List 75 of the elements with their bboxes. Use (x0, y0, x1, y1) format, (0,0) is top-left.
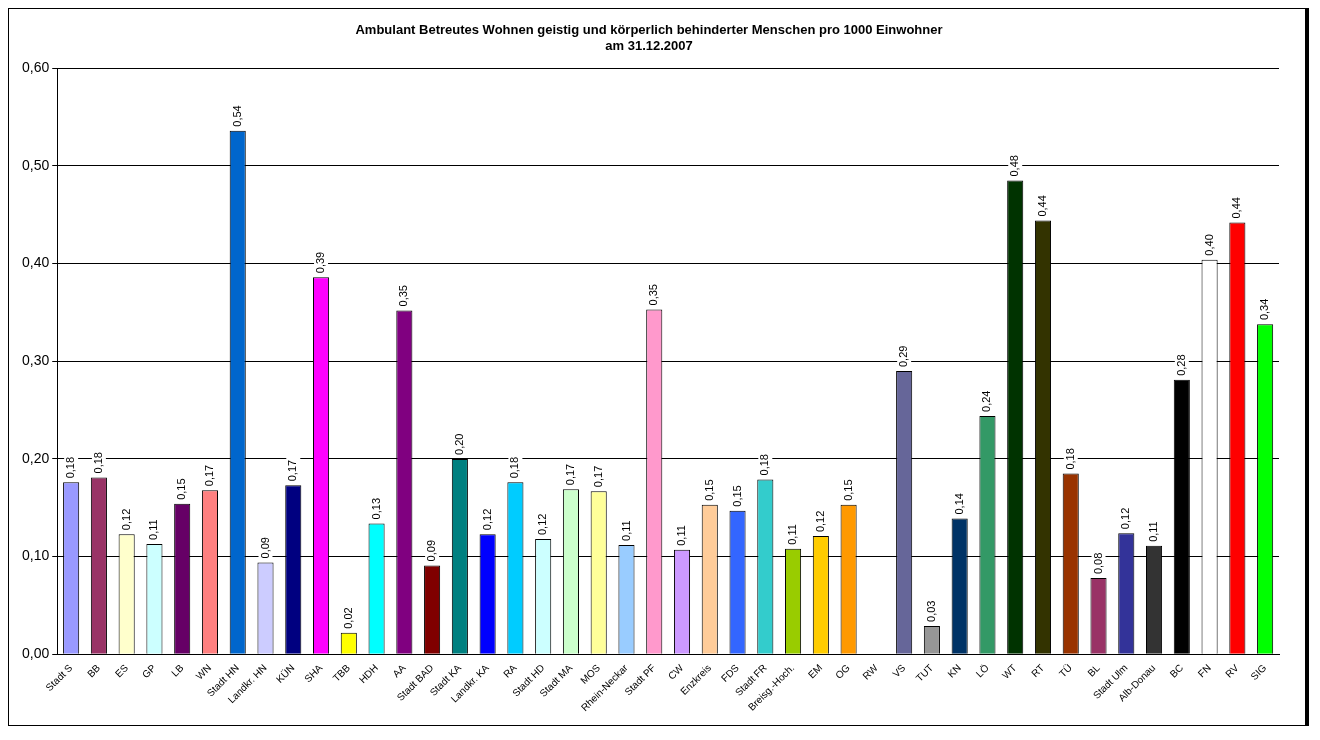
x-tick-label: TUT (913, 662, 936, 684)
x-tick-label: ES (112, 661, 131, 680)
x-tick-label: WT (999, 662, 1019, 681)
x-tick-label: VS (890, 661, 908, 680)
data-label: 0,11 (619, 520, 632, 541)
x-tick-label: WN (193, 662, 214, 682)
data-label: 0,14 (952, 493, 965, 515)
data-label: 0,48 (1008, 155, 1021, 177)
data-label: 0,15 (841, 479, 854, 501)
x-tick-label: AA (390, 661, 408, 680)
x-tick-label: TBB (330, 661, 353, 684)
x-tick-label: KN (945, 662, 964, 680)
data-label: 0,15 (175, 478, 188, 500)
x-tick-label: RT (1029, 662, 1047, 680)
data-label: 0,24 (980, 390, 993, 412)
x-tick-label: TÜ (1056, 662, 1075, 680)
data-label: 0,02 (341, 607, 354, 629)
data-label: 0,03 (924, 600, 937, 622)
data-label: 0,28 (1174, 354, 1187, 376)
x-tick-label: EM (805, 662, 825, 681)
y-tick-label: 0,40 (22, 254, 50, 271)
data-label: 0,09 (425, 539, 438, 562)
data-label: 0,44 (1230, 197, 1243, 219)
data-label: 0,35 (397, 285, 410, 307)
x-tick-label: RA (501, 661, 519, 680)
x-tick-label: LÖ (973, 661, 991, 680)
data-label: 0,54 (230, 105, 243, 127)
x-tick-label: BC (1167, 662, 1186, 680)
data-label: 0,18 (508, 456, 521, 479)
data-label: 0,29 (897, 345, 910, 368)
data-label: 0,18 (1063, 448, 1076, 470)
x-tick-label: BL (1085, 661, 1103, 679)
data-label: 0,18 (758, 454, 771, 476)
data-label: 0,18 (64, 456, 77, 479)
data-label: 0,20 (452, 433, 465, 455)
data-label: 0,17 (203, 464, 215, 487)
x-tick-label: RV (1223, 661, 1241, 680)
data-label: 0,40 (1202, 234, 1215, 256)
x-tick-label: SIG (1248, 661, 1269, 683)
y-tick-label: 0,10 (22, 547, 50, 564)
data-label: 0,17 (563, 463, 576, 486)
y-tick-label: 0,50 (22, 156, 50, 173)
x-tick-label: OG (833, 661, 853, 681)
data-label: 0,11 (786, 524, 799, 545)
data-label: 0,12 (536, 513, 549, 536)
data-label: 0,12 (813, 510, 826, 533)
y-tick-label: 0,00 (22, 645, 50, 662)
data-label: 0,11 (147, 519, 160, 540)
data-label: 0,15 (730, 485, 743, 507)
data-label: 0,35 (647, 284, 660, 306)
x-tick-label: FN (1195, 662, 1213, 680)
data-label: 0,39 (314, 251, 327, 274)
data-label: 0,17 (286, 459, 299, 482)
data-label: 0,11 (675, 525, 688, 546)
x-tick-label: LB (169, 661, 186, 679)
data-label: 0,11 (1147, 521, 1160, 542)
y-tick-label: 0,30 (22, 352, 50, 369)
data-label: 0,34 (1258, 298, 1271, 321)
x-tick-label: GP (139, 661, 159, 681)
data-label: 0,44 (1036, 195, 1049, 217)
data-label: 0,12 (480, 508, 493, 531)
data-label: 0,13 (369, 497, 382, 520)
x-tick-label: RW (860, 661, 881, 682)
data-label: 0,17 (591, 465, 604, 488)
y-tick-label: 0,60 (22, 59, 50, 76)
data-label: 0,08 (1091, 552, 1104, 575)
data-label: 0,09 (258, 537, 271, 559)
data-label: 0,15 (702, 479, 715, 501)
data-label: 0,18 (91, 452, 104, 474)
data-label: 0,12 (119, 508, 132, 531)
chart-title: Ambulant Betreutes Wohnen geistig und körperlich behinderter Menschen pro 1000 Einwohner am 31.12.2007 (355, 22, 943, 53)
data-label: 0,12 (1119, 507, 1132, 530)
x-tick-label: SHA (302, 661, 325, 685)
x-tick-label: BB (85, 661, 103, 680)
y-tick-label: 0,20 (22, 449, 50, 466)
